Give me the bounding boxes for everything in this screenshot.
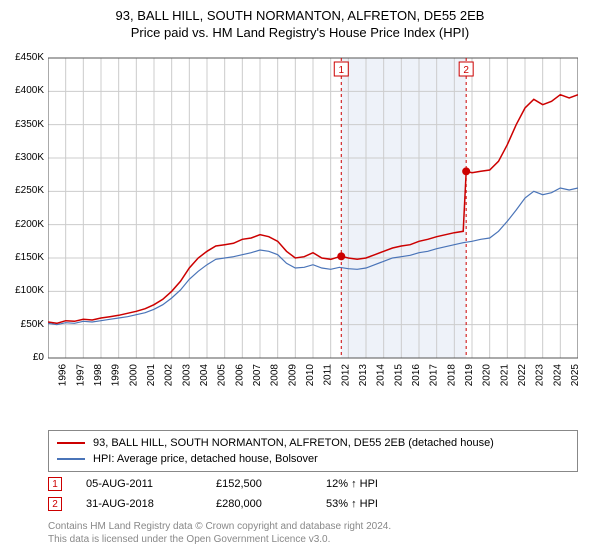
y-tick-label: £50K — [21, 319, 44, 330]
svg-text:2007: 2007 — [252, 364, 263, 387]
svg-text:2015: 2015 — [393, 364, 404, 387]
y-tick-label: £150K — [15, 252, 44, 263]
sale-price-1: £280,000 — [216, 498, 326, 510]
title-line1: 93, BALL HILL, SOUTH NORMANTON, ALFRETON… — [0, 8, 600, 23]
legend-row-1: HPI: Average price, detached house, Bols… — [57, 451, 569, 467]
y-tick-label: £450K — [15, 52, 44, 63]
svg-text:2001: 2001 — [146, 364, 157, 387]
chart-container: 93, BALL HILL, SOUTH NORMANTON, ALFRETON… — [0, 0, 600, 560]
legend-row-0: 93, BALL HILL, SOUTH NORMANTON, ALFRETON… — [57, 435, 569, 451]
title-line2: Price paid vs. HM Land Registry's House … — [0, 25, 600, 40]
y-tick-label: £0 — [33, 352, 44, 363]
svg-text:2011: 2011 — [323, 364, 334, 386]
title-block: 93, BALL HILL, SOUTH NORMANTON, ALFRETON… — [0, 0, 600, 40]
sale-pct-1: 53% ↑ HPI — [326, 498, 406, 510]
y-tick-label: £300K — [15, 152, 44, 163]
svg-text:1996: 1996 — [58, 364, 69, 387]
legend-swatch-0 — [57, 442, 85, 444]
svg-text:2018: 2018 — [446, 364, 457, 387]
svg-text:2010: 2010 — [305, 364, 316, 387]
svg-text:1: 1 — [338, 65, 344, 76]
legend-swatch-1 — [57, 458, 85, 460]
svg-text:2019: 2019 — [464, 364, 475, 387]
svg-text:2003: 2003 — [181, 364, 192, 387]
chart-svg: 1995 1996 1997 1998 1999 2000 2001 2002 2003 2004… — [48, 56, 578, 408]
svg-text:2024: 2024 — [552, 364, 563, 387]
svg-text:2023: 2023 — [535, 364, 546, 387]
svg-text:2002: 2002 — [164, 364, 175, 387]
sale-pct-0: 12% ↑ HPI — [326, 478, 406, 490]
svg-text:1998: 1998 — [93, 364, 104, 387]
sale-marker-1: 2 — [48, 497, 62, 511]
svg-text:2005: 2005 — [217, 364, 228, 387]
svg-text:1999: 1999 — [111, 364, 122, 387]
svg-text:2006: 2006 — [234, 364, 245, 387]
svg-text:1995: 1995 — [48, 364, 51, 387]
svg-text:2008: 2008 — [270, 364, 281, 387]
y-tick-label: £250K — [15, 185, 44, 196]
footer-line1: Contains HM Land Registry data © Crown c… — [48, 520, 391, 533]
y-tick-label: £350K — [15, 119, 44, 130]
svg-text:2022: 2022 — [517, 364, 528, 387]
footer: Contains HM Land Registry data © Crown c… — [48, 520, 391, 546]
svg-text:2020: 2020 — [482, 364, 493, 387]
sale-row-1: 2 31-AUG-2018 £280,000 53% ↑ HPI — [48, 494, 578, 514]
svg-text:2012: 2012 — [340, 364, 351, 387]
svg-text:2021: 2021 — [499, 364, 510, 387]
svg-text:2013: 2013 — [358, 364, 369, 387]
sale-row-0: 1 05-AUG-2011 £152,500 12% ↑ HPI — [48, 474, 578, 494]
footer-line2: This data is licensed under the Open Gov… — [48, 533, 391, 546]
svg-text:2017: 2017 — [429, 364, 440, 387]
svg-text:2000: 2000 — [128, 364, 139, 387]
y-tick-label: £400K — [15, 85, 44, 96]
legend-label-0: 93, BALL HILL, SOUTH NORMANTON, ALFRETON… — [93, 437, 494, 449]
legend-box: 93, BALL HILL, SOUTH NORMANTON, ALFRETON… — [48, 430, 578, 472]
sale-date-1: 31-AUG-2018 — [86, 498, 216, 510]
svg-text:2016: 2016 — [411, 364, 422, 387]
sale-price-0: £152,500 — [216, 478, 326, 490]
svg-text:1997: 1997 — [75, 364, 86, 387]
legend-label-1: HPI: Average price, detached house, Bols… — [93, 453, 318, 465]
svg-text:2014: 2014 — [376, 364, 387, 387]
sale-marker-0: 1 — [48, 477, 62, 491]
y-tick-label: £100K — [15, 285, 44, 296]
sale-rows: 1 05-AUG-2011 £152,500 12% ↑ HPI 2 31-AU… — [48, 474, 578, 514]
svg-text:2009: 2009 — [287, 364, 298, 387]
sale-date-0: 05-AUG-2011 — [86, 478, 216, 490]
svg-text:2004: 2004 — [199, 364, 210, 387]
y-tick-label: £200K — [15, 219, 44, 230]
svg-text:2: 2 — [463, 65, 469, 76]
svg-text:2025: 2025 — [570, 364, 578, 387]
